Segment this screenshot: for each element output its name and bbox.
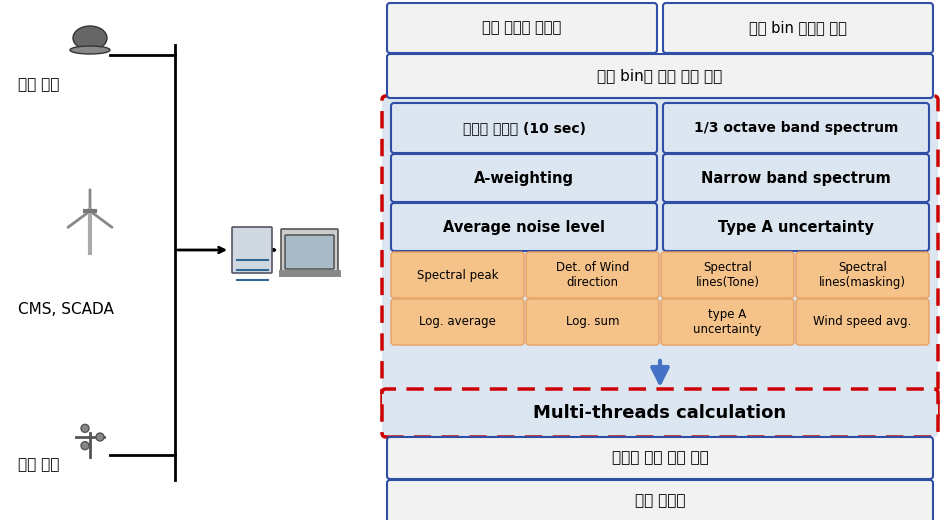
FancyBboxPatch shape (285, 235, 334, 269)
Text: Wind speed avg.: Wind speed avg. (814, 316, 912, 329)
Text: Spectral
lines(Tone): Spectral lines(Tone) (695, 261, 760, 289)
FancyBboxPatch shape (391, 203, 657, 251)
Text: A-weighting: A-weighting (474, 171, 574, 186)
FancyBboxPatch shape (663, 203, 929, 251)
FancyBboxPatch shape (391, 299, 524, 345)
Text: 데이터 샘플링 (10 sec): 데이터 샘플링 (10 sec) (463, 121, 586, 135)
Text: Spectral peak: Spectral peak (417, 268, 499, 281)
FancyBboxPatch shape (391, 252, 524, 298)
FancyBboxPatch shape (661, 299, 794, 345)
FancyBboxPatch shape (663, 3, 933, 53)
Text: Spectral
lines(masking): Spectral lines(masking) (819, 261, 906, 289)
Text: 음향 신호: 음향 신호 (18, 77, 60, 93)
Text: 풍속 bin에 따른 소음 계산: 풍속 bin에 따른 소음 계산 (597, 69, 723, 84)
Text: 측정 데이터 초기화: 측정 데이터 초기화 (482, 20, 562, 35)
FancyBboxPatch shape (387, 54, 933, 98)
Text: Average noise level: Average noise level (443, 219, 605, 235)
Ellipse shape (70, 46, 110, 54)
FancyBboxPatch shape (796, 299, 929, 345)
Text: 풍속 bin 데이터 분류: 풍속 bin 데이터 분류 (749, 20, 847, 35)
FancyBboxPatch shape (232, 227, 272, 273)
FancyBboxPatch shape (387, 480, 933, 520)
FancyBboxPatch shape (387, 437, 933, 479)
Text: 기상 신호: 기상 신호 (18, 458, 60, 473)
Text: 겉보기 음향 파워 레벨: 겉보기 음향 파워 레벨 (612, 450, 709, 465)
FancyBboxPatch shape (526, 299, 659, 345)
Text: Log. sum: Log. sum (566, 316, 620, 329)
Text: Type A uncertainty: Type A uncertainty (718, 219, 874, 235)
Text: Det. of Wind
direction: Det. of Wind direction (556, 261, 629, 289)
FancyBboxPatch shape (387, 3, 657, 53)
FancyBboxPatch shape (382, 389, 938, 437)
Circle shape (96, 433, 104, 441)
Text: 순음 가청도: 순음 가청도 (635, 493, 685, 509)
FancyBboxPatch shape (391, 103, 657, 153)
FancyBboxPatch shape (796, 252, 929, 298)
FancyBboxPatch shape (663, 103, 929, 153)
Circle shape (81, 441, 89, 450)
FancyBboxPatch shape (382, 96, 938, 422)
Text: CMS, SCADA: CMS, SCADA (18, 303, 114, 318)
Text: type A
uncertainty: type A uncertainty (693, 308, 762, 336)
Text: Multi-threads calculation: Multi-threads calculation (534, 404, 786, 422)
Text: Narrow band spectrum: Narrow band spectrum (701, 171, 891, 186)
FancyBboxPatch shape (526, 252, 659, 298)
Text: 1/3 octave band spectrum: 1/3 octave band spectrum (693, 121, 898, 135)
Ellipse shape (73, 26, 107, 50)
Text: Log. average: Log. average (419, 316, 496, 329)
FancyBboxPatch shape (661, 252, 794, 298)
FancyBboxPatch shape (281, 229, 338, 273)
FancyBboxPatch shape (663, 154, 929, 202)
FancyBboxPatch shape (391, 154, 657, 202)
Circle shape (81, 424, 89, 432)
